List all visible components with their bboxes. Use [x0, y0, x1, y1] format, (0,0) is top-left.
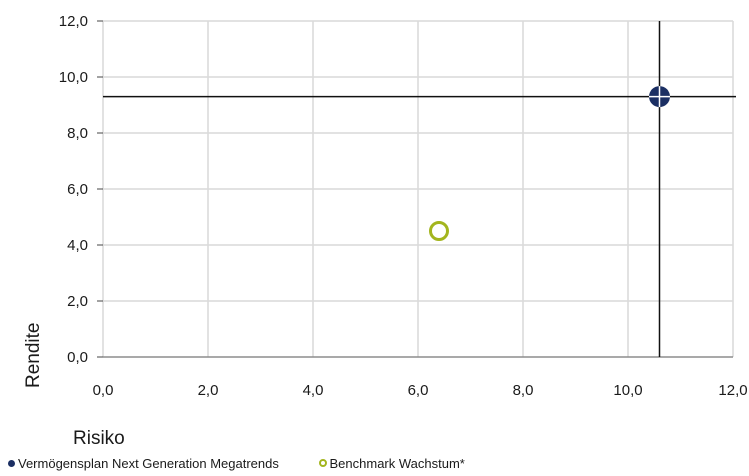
x-axis-title: Risiko	[73, 428, 125, 449]
legend-marker-series-1	[318, 459, 327, 467]
legend-label-series-1: Benchmark Wachstum*	[329, 455, 465, 471]
y-tick-label-0: 0,0	[67, 349, 88, 366]
point-series-1	[429, 221, 449, 241]
x-tick-label-4: 8,0	[513, 382, 534, 399]
x-tick-label-6: 12,0	[718, 382, 747, 399]
x-tick-label-3: 6,0	[408, 382, 429, 399]
x-tick-label-5: 10,0	[613, 382, 642, 399]
x-tick-label-0: 0,0	[93, 382, 114, 399]
y-tick-label-4: 8,0	[67, 125, 88, 142]
y-tick-label-3: 6,0	[67, 181, 88, 198]
data-points	[429, 86, 670, 241]
reference-lines	[103, 21, 736, 357]
y-tick-label-5: 10,0	[59, 69, 88, 86]
legend-item-series-0: Vermögensplan Next Generation Megatrends	[8, 456, 279, 471]
y-tick-label-1: 2,0	[67, 293, 88, 310]
x-tick-label-1: 2,0	[198, 382, 219, 399]
legend-label-series-0: Vermögensplan Next Generation Megatrends	[18, 456, 279, 471]
x-tick-label-2: 4,0	[303, 382, 324, 399]
legend: Vermögensplan Next Generation Megatrends…	[8, 455, 501, 471]
y-axis-ticks: 0,0 2,0 4,0 6,0 8,0 10,0 12,0	[59, 13, 103, 366]
y-tick-label-2: 4,0	[67, 237, 88, 254]
x-axis-ticks: 0,0 2,0 4,0 6,0 8,0 10,0 12,0	[93, 382, 748, 399]
grid-lines	[102, 20, 734, 358]
legend-marker-series-0	[8, 460, 15, 467]
y-axis-title: Rendite	[23, 323, 44, 389]
legend-item-series-1: Benchmark Wachstum*	[318, 455, 465, 471]
y-tick-label-6: 12,0	[59, 13, 88, 30]
